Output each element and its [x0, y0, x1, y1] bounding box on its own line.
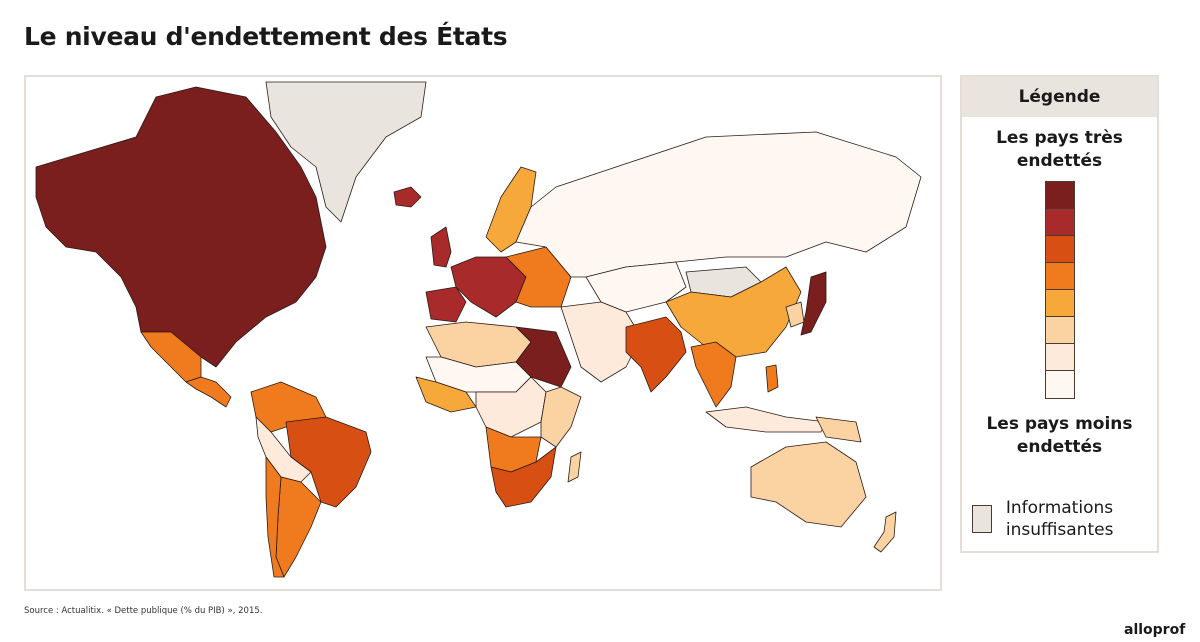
legend-swatch-6: [1046, 344, 1074, 371]
legend-header: Légende: [962, 77, 1157, 117]
region-southeast-asia: [690, 341, 737, 408]
legend-swatch-2: [1046, 236, 1074, 263]
legend-swatch-5: [1046, 317, 1074, 344]
legend-bottom-label: Les pays moins endettés: [986, 414, 1133, 457]
region-scandinavia: [485, 166, 537, 253]
world-map-svg: [35, 81, 922, 578]
region-iberia: [425, 286, 467, 323]
region-madagascar: [567, 451, 582, 483]
legend-insufficient-item: Informations insuffisantes: [972, 497, 1157, 541]
region-russia: [515, 131, 922, 278]
legend-swatch-0: [1046, 182, 1074, 209]
legend-top-label: Les pays très endettés: [996, 128, 1123, 171]
region-central-america: [185, 376, 232, 408]
region-uk-ireland: [430, 226, 452, 268]
world-map: [24, 75, 942, 591]
region-papua: [815, 416, 862, 443]
region-indonesia: [705, 406, 827, 433]
legend-swatch-3: [1046, 263, 1074, 290]
region-chile: [265, 456, 285, 578]
region-new-zealand: [873, 511, 897, 553]
legend-swatch-4: [1046, 290, 1074, 317]
legend-swatch-7: [1046, 371, 1074, 398]
region-north-america: [35, 86, 327, 368]
region-east-africa: [540, 386, 582, 448]
region-korea: [785, 301, 805, 328]
region-japan: [800, 271, 827, 336]
region-mozambique-south-africa: [490, 446, 557, 508]
legend-insufficient-label: Informations insuffisantes: [1005, 498, 1114, 540]
legend-panel: Légende Les pays très endettés Les pays …: [960, 75, 1159, 553]
region-argentina: [275, 476, 322, 578]
alloprof-logo: alloprof: [1124, 622, 1186, 638]
legend-swatch-1: [1046, 209, 1074, 236]
source-citation: Source : Actualitix. « Dette publique (%…: [24, 606, 263, 616]
region-sudan-egypt: [515, 326, 572, 388]
region-greenland: [265, 81, 427, 223]
map-title: Le niveau d'endettement des États: [24, 22, 508, 51]
region-india: [625, 316, 687, 393]
legend-color-scale: [1045, 181, 1075, 399]
region-philippines: [765, 364, 779, 393]
region-middle-east: [560, 301, 642, 383]
legend-insufficient-swatch: [972, 505, 992, 533]
region-australia: [750, 441, 867, 528]
region-iceland: [393, 186, 422, 208]
